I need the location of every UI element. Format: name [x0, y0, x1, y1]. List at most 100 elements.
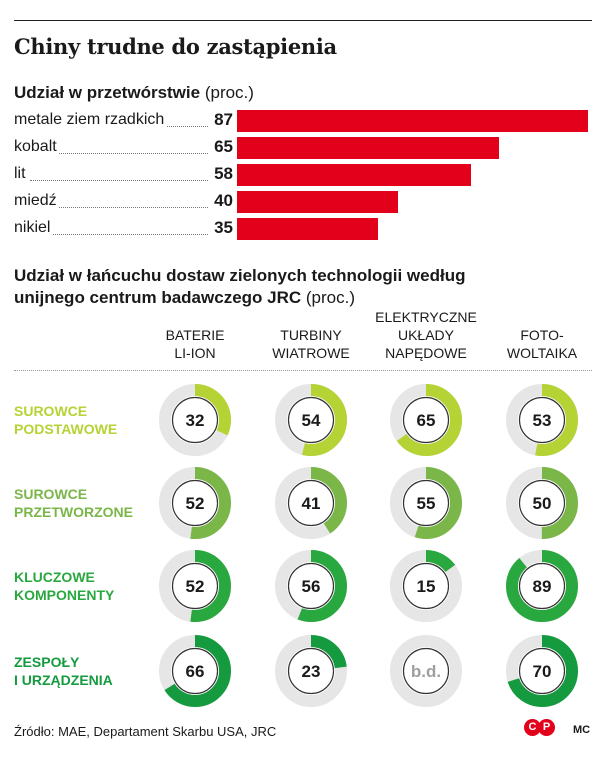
donut-arc	[506, 467, 578, 539]
donut-center	[171, 479, 219, 527]
donut-center	[287, 396, 335, 444]
donut-arc	[390, 384, 462, 456]
donut-center	[402, 396, 450, 444]
donut-value-label: 23	[302, 662, 321, 681]
bar-value-label: 58	[214, 164, 233, 183]
jrc-heading-line2: unijnego centrum badawczego JRC (proc.)	[14, 287, 466, 309]
donut-row-label: ZESPOŁY I URZĄDZENIA	[14, 653, 154, 689]
donut-arc	[159, 467, 231, 539]
donut-row-label: SUROWCE PRZETWORZONE	[14, 485, 154, 521]
donut-value-label: 32	[186, 411, 205, 430]
publisher-logo-p: P	[538, 719, 555, 736]
row-label-line: SUROWCE	[14, 403, 88, 419]
donut-value-label: 41	[302, 494, 321, 513]
bar-row: nikiel 35	[0, 217, 611, 243]
row-label-line: PRZETWORZONE	[14, 504, 133, 520]
donut-center	[171, 647, 219, 695]
jrc-unit: (proc.)	[305, 288, 356, 307]
row-label-line: SUROWCE	[14, 486, 88, 502]
bar-category-label: nikiel	[14, 219, 53, 237]
column-header-line: LI-ION	[174, 345, 216, 361]
bar-row: metale ziem rzadkich 87	[0, 109, 611, 135]
bar-leader-dots	[30, 153, 208, 154]
donut-column-header: FOTO- WOLTAIKA	[487, 326, 597, 362]
donut-column-header: BATERIE LI-ION	[140, 326, 250, 362]
donut-value-label: 56	[302, 577, 321, 596]
donut-arc	[275, 384, 347, 456]
donut-arc	[275, 467, 347, 539]
column-header-line: BATERIE	[165, 327, 225, 343]
donut-value-label: 50	[533, 494, 552, 513]
donut-center	[402, 562, 450, 610]
donut-row-label: KLUCZOWE KOMPONENTY	[14, 568, 154, 604]
donut-center	[518, 479, 566, 527]
row-label-line: ZESPOŁY	[14, 654, 80, 670]
jrc-heading-line1: Udział w łańcuchu dostaw zielonych techn…	[14, 266, 466, 285]
bar-category-label: metale ziem rzadkich	[14, 111, 167, 129]
column-header-line: ELEKTRYCZNE	[375, 309, 477, 325]
donut-value-label: 70	[533, 662, 552, 681]
bar	[237, 191, 399, 213]
donut-center	[171, 396, 219, 444]
bar	[237, 164, 471, 186]
column-header-line: FOTO-	[520, 327, 564, 343]
bar-value-label: 40	[214, 191, 233, 210]
donut-center	[518, 562, 566, 610]
bar-value-label: 65	[214, 137, 233, 156]
publisher-logo-c: C	[524, 719, 541, 736]
processing-heading: Udział w przetwórstwie (proc.)	[14, 82, 254, 104]
donut-value-label: 65	[417, 411, 436, 430]
processing-unit: (proc.)	[204, 83, 254, 102]
row-label-line: KOMPONENTY	[14, 587, 115, 603]
donut-track	[390, 635, 462, 707]
donut-arc	[159, 384, 231, 456]
bar-value-label: 87	[214, 110, 233, 129]
bar	[237, 110, 588, 132]
donut-value-label: 55	[417, 494, 436, 513]
donut-arc	[390, 467, 462, 539]
source-note: Źródło: MAE, Departament Skarbu USA, JRC	[14, 724, 277, 739]
jrc-heading-line2-text: unijnego centrum badawczego JRC	[14, 288, 302, 307]
row-label-line: PODSTAWOWE	[14, 421, 118, 437]
bar-row: miedź 40	[0, 190, 611, 216]
bar-category-label: lit	[14, 165, 28, 183]
header-divider	[14, 370, 592, 371]
donut-center	[287, 479, 335, 527]
jrc-heading: Udział w łańcuchu dostaw zielonych techn…	[14, 265, 466, 309]
donut-value-label: 89	[533, 577, 552, 596]
donut-value-label: b.d.	[411, 662, 441, 681]
row-label-line: I URZĄDZENIA	[14, 672, 113, 688]
processing-heading-text: Udział w przetwórstwie	[14, 83, 201, 102]
donut-arc	[506, 384, 578, 456]
bar-category-label: kobalt	[14, 138, 59, 156]
donut-center	[287, 647, 335, 695]
bar-row: kobalt 65	[0, 136, 611, 162]
donut-value-label: 15	[417, 577, 436, 596]
donut-value-label: 53	[533, 411, 552, 430]
donut-center	[287, 562, 335, 610]
donut-value-label: 52	[186, 494, 205, 513]
donut-center	[402, 479, 450, 527]
page-title: Chiny trudne do zastąpienia	[14, 34, 337, 59]
bar	[237, 218, 379, 240]
donut-arc	[275, 635, 347, 707]
donut-arc	[506, 635, 578, 707]
column-header-line: UKŁADY	[397, 327, 455, 343]
column-header-line: TURBINY	[280, 327, 342, 343]
author-credit: MC	[573, 724, 591, 736]
donut-column-header: ELEKTRYCZNE UKŁADY NAPĘDOWE	[371, 308, 481, 362]
donut-arc	[390, 550, 462, 622]
bar-value-label: 35	[214, 218, 233, 237]
donut-center	[518, 647, 566, 695]
donut-center	[171, 562, 219, 610]
bar	[237, 137, 500, 159]
donut-arc	[275, 550, 347, 622]
bar-leader-dots	[30, 234, 208, 235]
row-label-line: KLUCZOWE	[14, 569, 95, 585]
bar-category-label: miedź	[14, 192, 59, 210]
donut-arc	[159, 635, 231, 707]
column-header-line: WOLTAIKA	[506, 345, 578, 361]
top-rule	[14, 20, 592, 21]
bar-leader-dots	[30, 207, 208, 208]
